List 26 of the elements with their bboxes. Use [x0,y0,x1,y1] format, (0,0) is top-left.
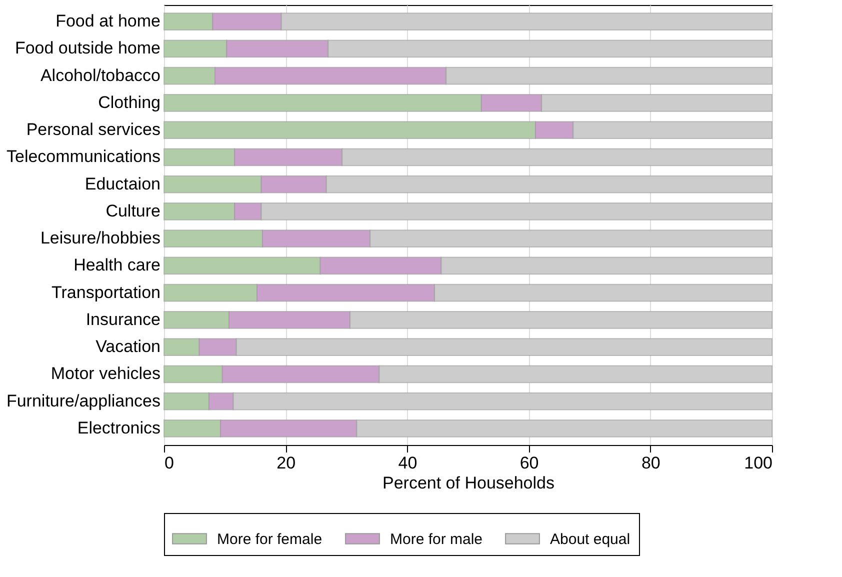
legend-label: More for female [217,530,322,548]
legend-label: About equal [550,530,630,548]
y-tick-label: Eductaion [84,174,160,194]
y-tick-label: Clothing [98,92,160,112]
x-tick-label: 40 [398,454,418,472]
x-tick-label: 100 [744,454,772,472]
x-tick-label: 60 [520,454,539,472]
x-tick-label: 0 [164,454,174,472]
x-tick-label: 80 [641,454,660,472]
y-tick-label: Food at home [56,12,160,31]
y-tick-label: Motor vehicles [50,364,160,384]
y-tick-label: Telecommunications [6,147,160,166]
y-tick-label: Transportation [52,282,160,302]
x-axis-title: Percent of Households [382,474,554,492]
y-tick-label: Vacation [96,337,160,356]
x-tick-label: 20 [276,454,296,472]
y-tick-label: Food outside home [14,38,160,58]
y-tick-label: Electronics [77,418,160,438]
y-tick-label: Leisure/hobbies [40,228,160,248]
y-tick-label: Insurance [86,310,160,329]
y-tick-label: Alcohol/tobacco [40,66,160,85]
y-tick-label: Culture [106,201,160,220]
legend-label: More for male [390,530,483,548]
y-tick-label: Health care [74,256,160,275]
y-tick-label: Personal services [26,120,160,140]
y-tick-label: Furniture/appliances [6,391,160,410]
